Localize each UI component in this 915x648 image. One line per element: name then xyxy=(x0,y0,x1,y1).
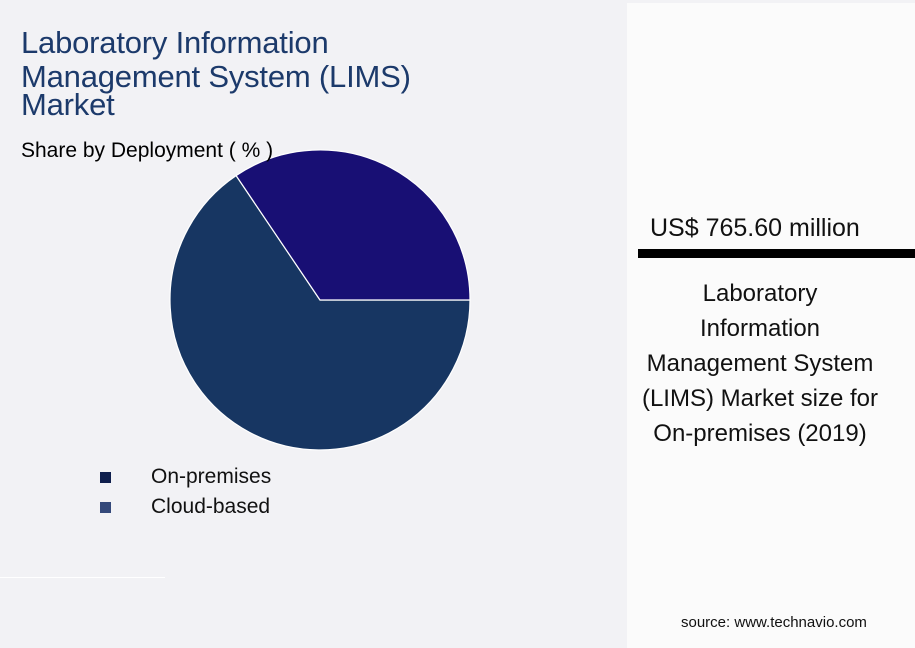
value-underline xyxy=(638,249,915,258)
highlight-panel xyxy=(627,3,915,648)
divider xyxy=(0,577,165,578)
legend-swatch-icon xyxy=(100,471,111,483)
legend-item-on-premises: On-premises xyxy=(100,462,271,492)
market-value: US$ 765.60 million xyxy=(650,214,860,242)
chart-legend: On-premises Cloud-based xyxy=(100,462,271,522)
legend-item-cloud-based: Cloud-based xyxy=(100,492,271,522)
market-description: Laboratory Information Management System… xyxy=(641,280,879,447)
title-line-1: Laboratory Information xyxy=(21,25,329,60)
legend-label: Cloud-based xyxy=(151,495,271,518)
title-line-3: Market xyxy=(21,87,115,122)
pie-slice-cloud-based xyxy=(235,149,471,301)
pie-chart xyxy=(165,145,475,460)
chart-subtitle: Share by Deployment ( % ) xyxy=(21,139,274,162)
chart-title: Laboratory Information Management System… xyxy=(21,26,491,122)
pie-slice-on-premises xyxy=(169,174,471,451)
legend-label: On-premises xyxy=(151,465,272,488)
legend-swatch-icon xyxy=(100,501,111,513)
title-line-2: Management System (LIMS) xyxy=(21,59,411,94)
source-credit: source: www.technavio.com xyxy=(681,614,867,631)
